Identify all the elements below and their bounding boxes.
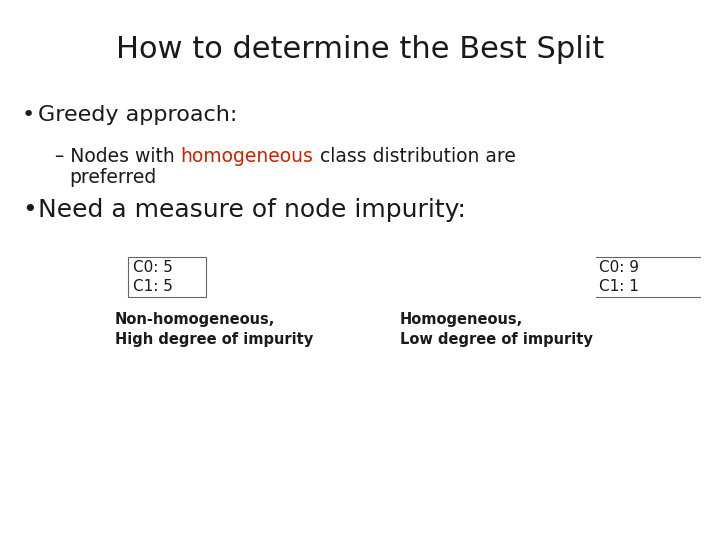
Text: homogeneous: homogeneous: [181, 147, 314, 166]
Text: Need a measure of node impurity:: Need a measure of node impurity:: [38, 198, 466, 222]
Text: C0: 9: C0: 9: [599, 260, 639, 275]
Text: •: •: [22, 105, 35, 125]
Text: •: •: [22, 198, 37, 222]
Text: class distribution are: class distribution are: [314, 147, 516, 166]
Text: How to determine the Best Split: How to determine the Best Split: [116, 35, 604, 64]
Text: – Nodes with: – Nodes with: [55, 147, 181, 166]
Text: C1: 5: C1: 5: [133, 279, 173, 294]
Text: C0: 5: C0: 5: [133, 260, 173, 275]
Text: Homogeneous,: Homogeneous,: [400, 312, 523, 327]
Text: High degree of impurity: High degree of impurity: [115, 332, 313, 347]
Text: preferred: preferred: [69, 168, 156, 187]
Text: Non-homogeneous,: Non-homogeneous,: [115, 312, 275, 327]
Text: Low degree of impurity: Low degree of impurity: [400, 332, 593, 347]
Text: C1: 1: C1: 1: [599, 279, 639, 294]
Text: Greedy approach:: Greedy approach:: [38, 105, 238, 125]
Bar: [128, 257, 206, 297]
